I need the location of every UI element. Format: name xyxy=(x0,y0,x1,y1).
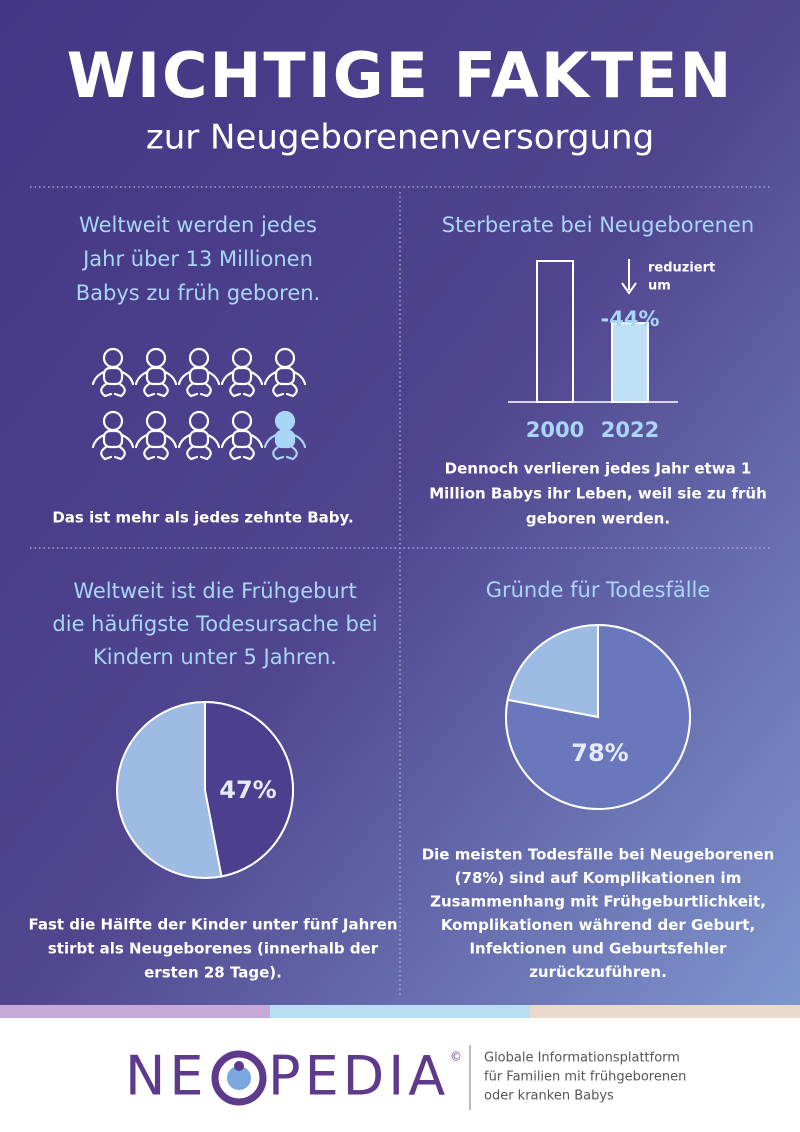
tagline: oder kranken Babys xyxy=(484,1089,614,1104)
section-text: zurückzuführen. xyxy=(529,963,667,981)
baby-icon xyxy=(91,347,135,398)
baby-body xyxy=(145,429,167,449)
baby-body xyxy=(188,366,210,386)
baby-body xyxy=(102,429,124,449)
baby-body xyxy=(188,429,210,449)
pie-slice xyxy=(505,623,691,810)
section-title: die häufigste Todesursache bei xyxy=(52,612,377,636)
baby-limbs xyxy=(91,433,135,461)
section-text: stirbt als Neugeborenes (innerhalb der xyxy=(48,940,379,958)
logo-icon xyxy=(234,1061,244,1071)
baby-limbs xyxy=(177,370,221,398)
baby-icon xyxy=(220,347,264,398)
baby-body xyxy=(231,429,253,449)
section-text: Infektionen und Geburtsfehler xyxy=(469,940,727,958)
section-text: Million Babys ihr Leben, weil sie zu frü… xyxy=(429,485,767,503)
strip xyxy=(0,1005,270,1018)
baby-body xyxy=(231,366,253,386)
bar xyxy=(611,322,649,404)
logo-text: NE xyxy=(125,1045,208,1108)
annotation: reduziert xyxy=(648,261,715,276)
bar-label: 2022 xyxy=(601,418,659,442)
tagline: Globale Informationsplattform xyxy=(484,1051,680,1066)
baby-icon xyxy=(91,410,135,461)
bar-reference xyxy=(536,260,574,403)
section-text: Komplikationen während der Geburt, xyxy=(441,916,755,934)
pie-label: 78% xyxy=(571,739,628,767)
copyright: © xyxy=(450,1050,462,1064)
baby-limbs xyxy=(134,370,178,398)
pie-label: 47% xyxy=(219,776,276,804)
logo-text: PEDIA xyxy=(268,1045,449,1108)
section-text: (78%) sind auf Komplikationen im xyxy=(455,869,742,887)
baby-icon xyxy=(134,410,178,461)
footer xyxy=(0,1018,800,1132)
logo-icon xyxy=(211,1050,267,1106)
section-title: Weltweit werden jedes xyxy=(79,213,317,237)
baby-limbs xyxy=(263,433,307,461)
baby-icon xyxy=(263,410,307,461)
section-title: Sterberate bei Neugeborenen xyxy=(442,213,754,237)
background xyxy=(0,0,800,1018)
change-label: -44% xyxy=(601,307,660,331)
section-text: Die meisten Todesfälle bei Neugeborenen xyxy=(422,846,775,864)
baby-body xyxy=(274,366,296,386)
baby-limbs xyxy=(134,433,178,461)
subtitle: zur Neugeborenenversorgung xyxy=(146,118,654,158)
section-text: Das ist mehr als jedes zehnte Baby. xyxy=(52,509,353,527)
pie-slice xyxy=(204,700,294,878)
baby-limbs xyxy=(177,433,221,461)
baby-limbs xyxy=(220,370,264,398)
arrow-head xyxy=(621,282,637,295)
title: WICHTIGE FAKTEN xyxy=(67,39,734,112)
baby-icon xyxy=(177,347,221,398)
baby-body xyxy=(145,366,167,386)
section-title: Gründe für Todesfälle xyxy=(486,578,711,602)
baby-icon xyxy=(220,410,264,461)
section-title: Kindern unter 5 Jahren. xyxy=(93,645,337,669)
baby-body xyxy=(274,429,296,449)
section-text: Zusammenhang mit Frühgeburtlichkeit, xyxy=(430,893,766,911)
baby-icon xyxy=(134,347,178,398)
section-title: Jahr über 13 Millionen xyxy=(81,247,313,271)
annotation: um xyxy=(648,279,671,294)
section-text: Fast die Hälfte der Kinder unter fünf Ja… xyxy=(28,916,397,934)
section-text: ersten 28 Tage). xyxy=(144,964,282,982)
strip xyxy=(270,1005,530,1018)
section-text: Dennoch verlieren jedes Jahr etwa 1 xyxy=(445,460,752,478)
section-text: geboren werden. xyxy=(526,510,670,528)
section-title: Babys zu früh geboren. xyxy=(76,281,320,305)
baby-limbs xyxy=(91,370,135,398)
tagline: für Familien mit frühgeborenen xyxy=(484,1070,686,1085)
strip xyxy=(530,1005,800,1018)
baby-limbs xyxy=(263,370,307,398)
baby-head xyxy=(274,410,296,432)
baby-icon xyxy=(177,410,221,461)
section-title: Weltweit ist die Frühgeburt xyxy=(73,579,356,603)
baby-icon xyxy=(263,347,307,398)
baby-limbs xyxy=(220,433,264,461)
baby-body xyxy=(102,366,124,386)
logo-icon xyxy=(227,1066,251,1090)
bar-label: 2000 xyxy=(526,418,584,442)
